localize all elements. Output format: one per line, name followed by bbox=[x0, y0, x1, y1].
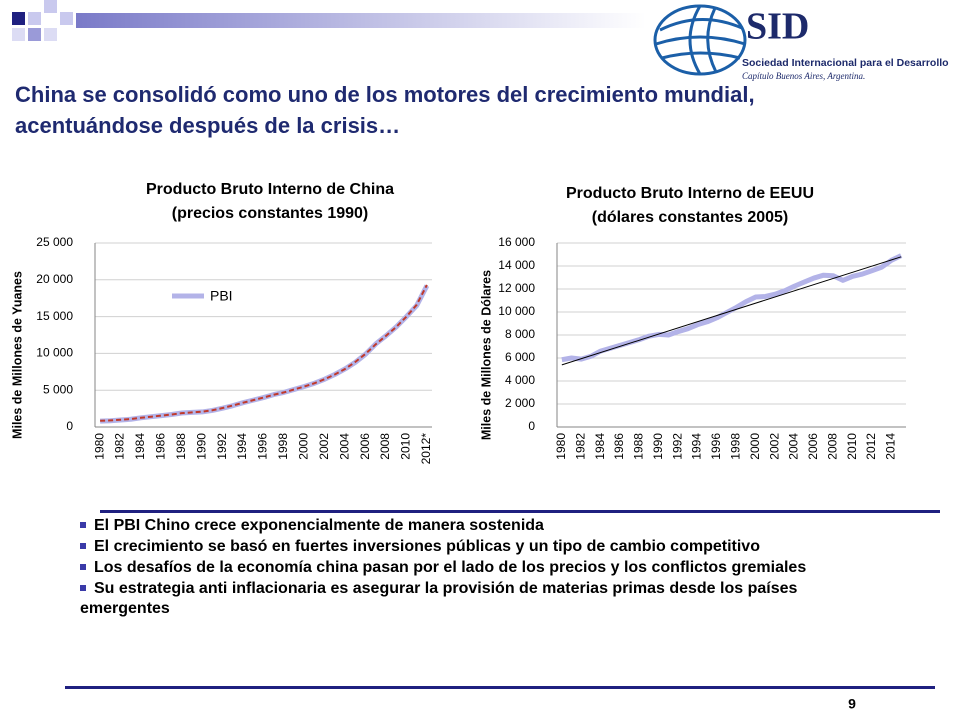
y-axis-label: Miles de Millones de Dólares bbox=[479, 270, 493, 440]
y-tick-label: 10 000 bbox=[36, 346, 73, 360]
x-tick-label: 1990 bbox=[194, 433, 208, 460]
bullet: Los desafíos de la economía china pasan … bbox=[80, 558, 890, 578]
x-tick-label: 1982 bbox=[113, 433, 127, 460]
x-tick-label: 2010 bbox=[399, 433, 413, 460]
bullet-marker bbox=[80, 584, 86, 591]
x-tick-label: 1994 bbox=[235, 433, 249, 460]
divider bbox=[100, 510, 940, 513]
y-tick-label: 5 000 bbox=[43, 382, 73, 396]
chart-subtitle: (dólares constantes 2005) bbox=[592, 209, 789, 226]
page-number: 9 bbox=[848, 696, 856, 712]
x-tick-label: 2004 bbox=[337, 433, 351, 460]
x-tick-label: 2006 bbox=[358, 433, 372, 460]
y-tick-label: 15 000 bbox=[36, 309, 73, 323]
deco-square bbox=[28, 12, 41, 25]
trend-line bbox=[561, 256, 902, 366]
deco-square bbox=[28, 28, 41, 41]
x-tick-label: 1980 bbox=[554, 433, 568, 460]
x-tick-label: 2002 bbox=[767, 433, 781, 460]
bullet-marker bbox=[80, 542, 86, 549]
y-tick-label: 20 000 bbox=[36, 272, 73, 286]
x-tick-label: 2004 bbox=[787, 433, 801, 460]
x-tick-label: 2000 bbox=[297, 433, 311, 460]
deco-square bbox=[12, 12, 25, 25]
divider bbox=[65, 686, 935, 689]
chart-subtitle: (precios constantes 1990) bbox=[172, 205, 369, 222]
x-tick-label: 1980 bbox=[92, 433, 106, 460]
x-tick-label: 1998 bbox=[729, 433, 743, 460]
logo-full-name: Sociedad Internacional para el Desarroll… bbox=[742, 57, 949, 69]
x-tick-label: 1992 bbox=[215, 433, 229, 460]
y-tick-label: 4 000 bbox=[505, 373, 535, 387]
bullet-list: El PBI Chino crece exponencialmente de m… bbox=[80, 516, 890, 620]
x-tick-label: 2008 bbox=[378, 433, 392, 460]
x-tick-label: 1984 bbox=[133, 433, 147, 460]
x-tick-label: 1998 bbox=[276, 433, 290, 460]
x-tick-label: 1990 bbox=[651, 433, 665, 460]
x-tick-label: 2008 bbox=[825, 433, 839, 460]
data-line bbox=[561, 253, 903, 363]
bullet-text: El crecimiento se basó en fuertes invers… bbox=[94, 538, 760, 555]
logo-globe bbox=[653, 4, 747, 76]
deco-square bbox=[60, 12, 73, 25]
x-tick-label: 1994 bbox=[690, 433, 704, 460]
y-tick-label: 0 bbox=[66, 419, 73, 433]
trend-line bbox=[100, 284, 428, 422]
deco-square bbox=[44, 0, 57, 13]
bullet: El crecimiento se basó en fuertes invers… bbox=[80, 537, 890, 557]
bullet-text: Los desafíos de la economía china pasan … bbox=[94, 559, 807, 576]
x-tick-label: 2002 bbox=[317, 433, 331, 460]
x-tick-label: 1992 bbox=[670, 433, 684, 460]
logo-name: SID bbox=[746, 6, 809, 48]
x-tick-label: 1996 bbox=[709, 433, 723, 460]
deco-bar bbox=[76, 13, 646, 28]
chart-title: Producto Bruto Interno de EEUU bbox=[566, 185, 814, 202]
slide-title: acentuándose después de la crisis… bbox=[15, 113, 400, 138]
bullet: El PBI Chino crece exponencialmente de m… bbox=[80, 516, 890, 536]
y-tick-label: 0 bbox=[528, 419, 535, 433]
y-tick-label: 2 000 bbox=[505, 396, 535, 410]
y-tick-label: 16 000 bbox=[498, 235, 535, 249]
logo-chapter: Capítulo Buenos Aires, Argentina. bbox=[742, 71, 865, 81]
y-tick-label: 6 000 bbox=[505, 350, 535, 364]
legend-label: PBI bbox=[210, 288, 233, 304]
data-line bbox=[100, 284, 430, 424]
deco-square bbox=[12, 28, 25, 41]
x-tick-label: 2014 bbox=[884, 433, 898, 460]
y-tick-label: 8 000 bbox=[505, 327, 535, 341]
y-tick-label: 14 000 bbox=[498, 258, 535, 272]
bullet-text: Su estrategia anti inflacionaria es aseg… bbox=[80, 580, 798, 617]
x-tick-label: 2012* bbox=[419, 433, 433, 465]
x-tick-label: 2006 bbox=[806, 433, 820, 460]
x-tick-label: 1982 bbox=[573, 433, 587, 460]
y-tick-label: 25 000 bbox=[36, 235, 73, 249]
deco-square bbox=[44, 28, 57, 41]
bullet-text: El PBI Chino crece exponencialmente de m… bbox=[94, 517, 544, 534]
chart-title: Producto Bruto Interno de China bbox=[146, 181, 394, 198]
x-tick-label: 2000 bbox=[748, 433, 762, 460]
x-tick-label: 1986 bbox=[612, 433, 626, 460]
y-axis-label: Miles de Millones de Yuanes bbox=[10, 271, 24, 439]
x-tick-label: 1996 bbox=[256, 433, 270, 460]
x-tick-label: 1988 bbox=[174, 433, 188, 460]
bullet-marker bbox=[80, 521, 86, 528]
x-tick-label: 2012 bbox=[864, 433, 878, 460]
x-tick-label: 1988 bbox=[632, 433, 646, 460]
y-tick-label: 12 000 bbox=[498, 281, 535, 295]
x-tick-label: 1984 bbox=[593, 433, 607, 460]
y-tick-label: 10 000 bbox=[498, 304, 535, 318]
bullet-marker bbox=[80, 563, 86, 570]
bullet: Su estrategia anti inflacionaria es aseg… bbox=[80, 579, 890, 619]
slide-title: China se consolidó como uno de los motor… bbox=[15, 82, 755, 107]
x-tick-label: 1986 bbox=[154, 433, 168, 460]
x-tick-label: 2010 bbox=[845, 433, 859, 460]
